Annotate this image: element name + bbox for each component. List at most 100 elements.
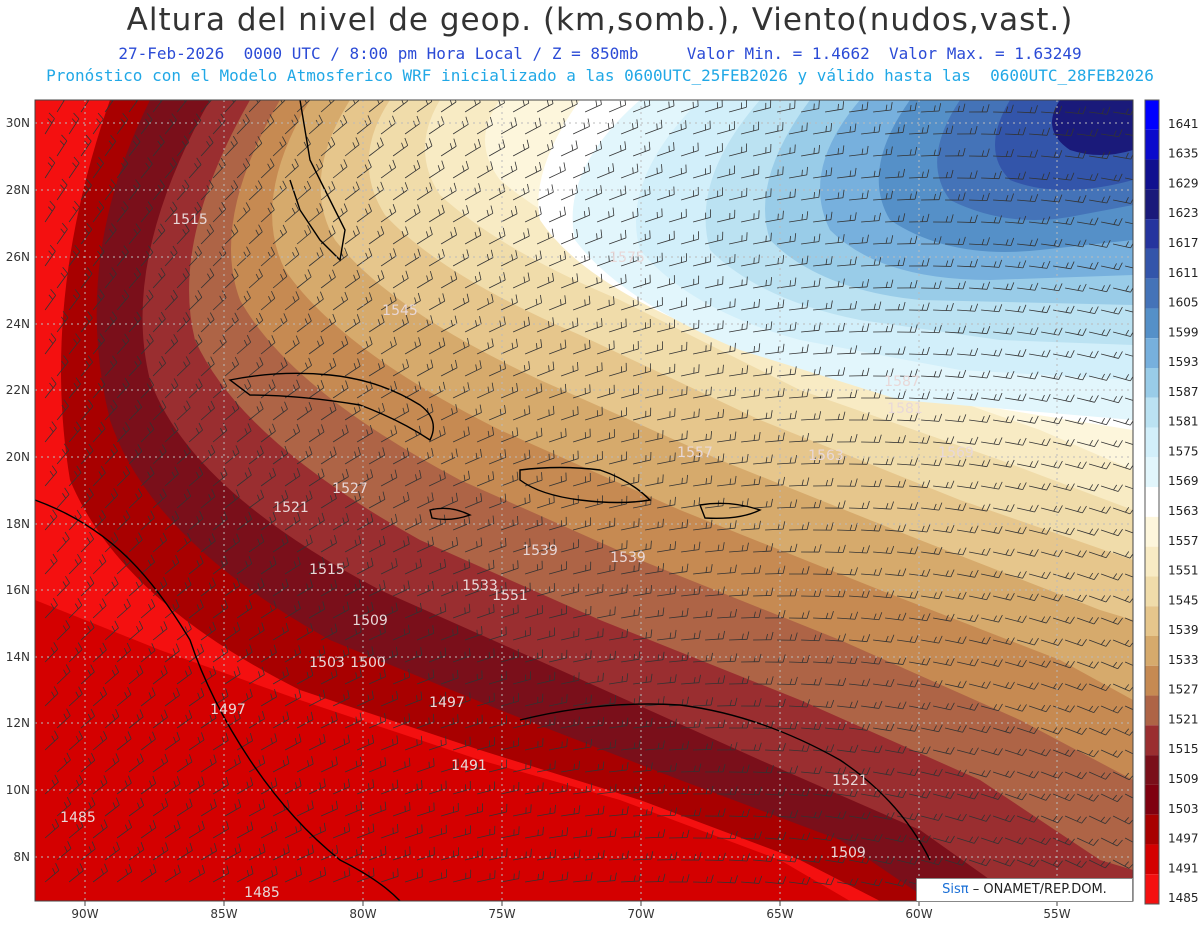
wind-barb [500, 427, 519, 443]
wind-barb [332, 557, 350, 575]
wind-barb [452, 603, 471, 619]
wind-barb [945, 680, 967, 689]
wind-barb [969, 592, 991, 601]
wind-barb [861, 301, 882, 311]
wind-barb [248, 755, 266, 773]
lon-tick-label: 60W [905, 907, 932, 921]
wind-barb [801, 544, 822, 553]
wind-barb [236, 644, 253, 663]
colorbar-label: 1485 [1168, 891, 1199, 905]
wind-barb [224, 312, 239, 333]
wind-barb [632, 141, 651, 157]
wind-barb [284, 689, 302, 707]
wind-barb [753, 277, 773, 289]
wind-barb [608, 451, 628, 465]
colorbar-swatch [1145, 665, 1159, 696]
wind-barb [525, 782, 544, 795]
wind-barb [128, 100, 139, 113]
wind-barb [633, 762, 653, 773]
wind-barb [428, 160, 445, 179]
wind-barb [668, 120, 687, 135]
colorbar-swatch [1145, 576, 1159, 607]
wind-barb [248, 445, 264, 465]
contour-label: 1569 [938, 445, 974, 461]
wind-barb [837, 611, 859, 620]
wind-barb [416, 448, 434, 465]
wind-barb [188, 201, 202, 223]
contour-label: 1521 [273, 500, 309, 516]
wind-barb [320, 712, 338, 729]
wind-barb [476, 515, 495, 531]
wind-barb [236, 202, 251, 223]
wind-barb [164, 555, 180, 575]
wind-barb [537, 760, 556, 773]
wind-barb [428, 204, 445, 223]
wind-barb [561, 627, 580, 641]
contour-label: 1587 [884, 374, 920, 390]
wind-barb [1029, 260, 1051, 269]
contour-label: 1581 [887, 401, 923, 417]
wind-barb [200, 666, 217, 685]
wind-barb [392, 137, 409, 157]
wind-barb [68, 465, 82, 487]
wind-barb [428, 248, 445, 267]
wind-barb [741, 432, 761, 443]
wind-barb [548, 516, 567, 531]
wind-barb [116, 510, 131, 531]
wind-barb [897, 635, 919, 644]
wind-barb [44, 597, 58, 619]
wind-barb [116, 819, 132, 839]
wind-barb [464, 315, 482, 333]
wind-barb [272, 268, 288, 289]
wind-barb [392, 624, 410, 641]
wind-barb [464, 714, 483, 729]
wind-barb [140, 422, 155, 443]
wind-barb [608, 318, 627, 333]
wind-barb [440, 847, 459, 861]
colorbar-swatch [1145, 427, 1159, 458]
wind-barb [1016, 726, 1039, 735]
wind-barb [224, 445, 240, 465]
wind-barb [584, 185, 603, 201]
wind-barb [693, 475, 713, 487]
wind-barb [176, 179, 190, 201]
wind-barb [1124, 793, 1133, 799]
wind-barb [416, 625, 435, 641]
wind-barb [356, 292, 373, 311]
wind-barb [1005, 215, 1027, 224]
wind-barb [765, 565, 786, 575]
wind-barb [645, 607, 665, 619]
wind-barb [284, 291, 300, 311]
wind-barb [116, 775, 132, 795]
wind-barb [140, 157, 153, 179]
wind-barb [1076, 572, 1099, 581]
wind-barb [44, 509, 58, 531]
wind-barb [993, 104, 1014, 113]
wind-barb [645, 430, 664, 443]
wind-barb [549, 694, 568, 707]
wind-barb [476, 559, 495, 575]
wind-barb [380, 204, 397, 223]
wind-barb [92, 510, 107, 531]
wind-barb [1016, 771, 1039, 779]
wind-barb [464, 803, 483, 817]
wind-barb [452, 293, 470, 311]
wind-barb [837, 789, 859, 798]
wind-barb [825, 145, 845, 157]
wind-barb [1076, 837, 1099, 846]
wind-barb [548, 383, 567, 399]
colorbar-label: 1539 [1168, 623, 1199, 637]
wind-barb [549, 738, 568, 751]
wind-barb [128, 444, 143, 465]
wind-barb [164, 245, 178, 267]
wind-barb [1088, 727, 1111, 736]
wind-barb [1053, 128, 1075, 137]
wind-barb [320, 446, 337, 465]
wind-barb [44, 642, 59, 663]
wind-barb [80, 223, 93, 245]
wind-barb [452, 205, 470, 223]
wind-barb [452, 426, 470, 443]
colorbar-swatch [1145, 248, 1159, 279]
wind-barb [669, 741, 690, 751]
wind-barb [741, 831, 762, 840]
